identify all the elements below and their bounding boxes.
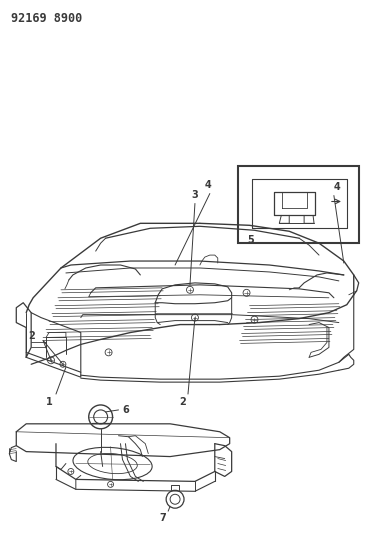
- Text: 3: 3: [192, 190, 198, 200]
- Text: 6: 6: [122, 405, 129, 415]
- Bar: [238, 166, 359, 243]
- Text: 5: 5: [248, 235, 254, 245]
- Text: 4: 4: [204, 180, 211, 190]
- Text: 7: 7: [160, 513, 167, 523]
- Text: 4: 4: [333, 182, 340, 191]
- Text: 92169 8900: 92169 8900: [11, 12, 82, 25]
- Text: 1: 1: [46, 397, 52, 407]
- Text: 2: 2: [180, 397, 186, 407]
- Text: 2: 2: [28, 332, 35, 342]
